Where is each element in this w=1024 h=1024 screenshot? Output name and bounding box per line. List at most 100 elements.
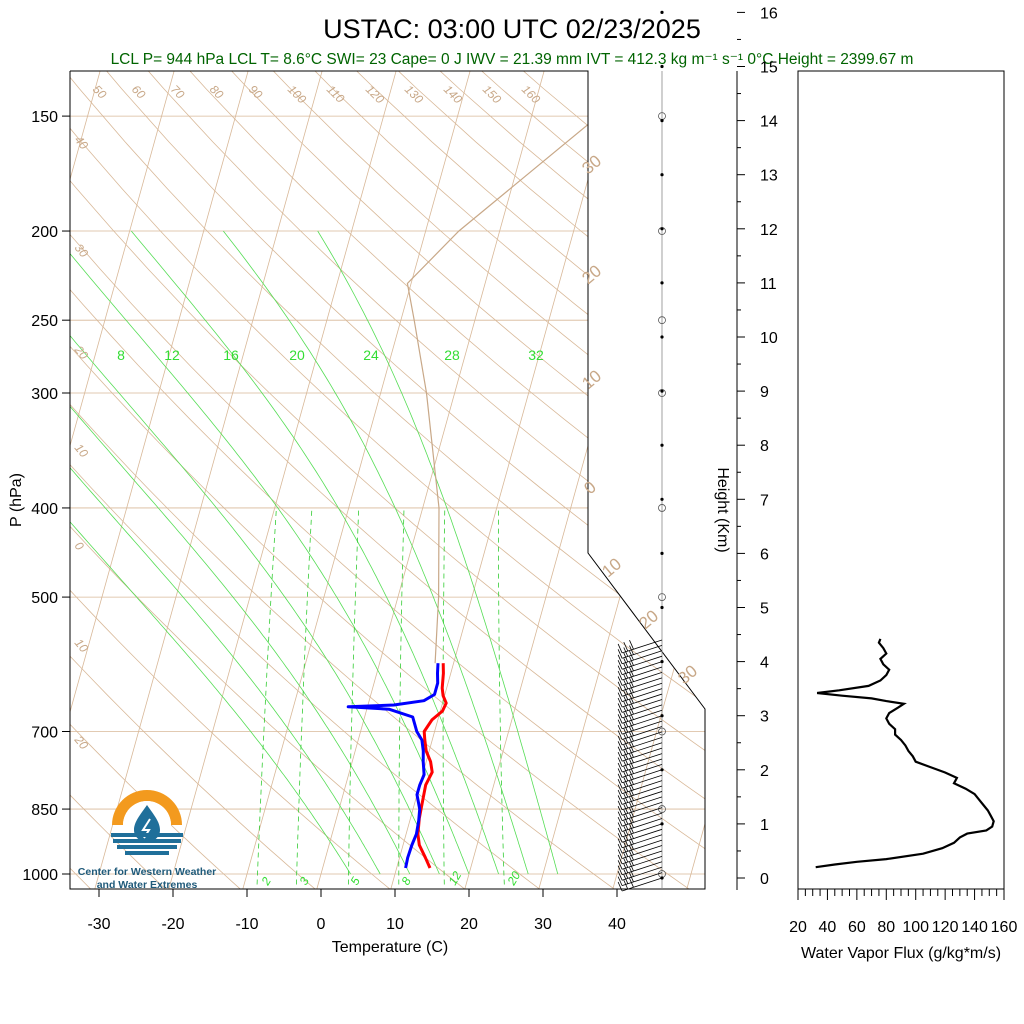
wind-barb-staff xyxy=(621,677,663,692)
wind-barb-flag xyxy=(623,679,629,690)
wind-barb-flag xyxy=(617,681,623,691)
wind-barb-staff xyxy=(621,764,663,778)
wind-barb-flag xyxy=(617,779,623,789)
wind-barb-flag xyxy=(623,658,629,668)
wind-barb-staff xyxy=(621,850,663,865)
wind-barb-flag xyxy=(617,849,623,859)
height-tick-label: 15 xyxy=(760,60,778,77)
wind-barb-flag xyxy=(623,685,629,695)
dry-adiabat-lines xyxy=(70,71,705,889)
dry-adiabat xyxy=(70,71,705,889)
wind-barb-staff xyxy=(621,818,663,832)
dry-adiabat-label: 80 xyxy=(207,82,227,102)
left-edge-label: 20 xyxy=(71,342,91,362)
moist-adiabat-label: 8 xyxy=(117,347,125,363)
isotherm-label: 20 xyxy=(578,261,605,288)
chart-title: USTAC: 03:00 UTC 02/23/2025 xyxy=(323,14,701,44)
wind-barb-flag xyxy=(617,735,623,746)
wind-barb-flag xyxy=(617,865,623,875)
dry-adiabat xyxy=(70,71,705,889)
moist-adiabat xyxy=(130,230,499,875)
wind-barb-flag xyxy=(629,759,634,769)
wind-barb-staff xyxy=(621,785,663,800)
height-tick-label: 12 xyxy=(760,222,778,239)
wind-barb-flag xyxy=(623,690,629,700)
isotherm-label: 30 xyxy=(578,151,605,178)
y-axis-label: P (hPa) xyxy=(8,473,25,527)
wind-barb-flag xyxy=(617,719,623,729)
logo-text-line2: and Water Extremes xyxy=(97,879,198,891)
dry-adiabat xyxy=(70,71,705,889)
dry-adiabat xyxy=(70,71,419,889)
wind-barb-flag xyxy=(629,661,634,672)
moist-adiabat-label: 16 xyxy=(223,347,239,363)
wind-barb-staff xyxy=(621,672,663,686)
wind-barb-staff xyxy=(621,655,663,670)
wind-barb-staff xyxy=(621,682,663,697)
left-edge-label: 10 xyxy=(72,441,92,460)
height-tick-label: 0 xyxy=(760,871,769,888)
height-tick-label: 5 xyxy=(760,601,769,618)
wind-barb-staff xyxy=(621,823,663,838)
wind-barb-flag xyxy=(623,733,629,744)
mixing-ratio-line xyxy=(256,507,277,889)
wind-barb-staff xyxy=(621,639,663,654)
isobar-lines xyxy=(70,115,705,875)
height-tick-label: 10 xyxy=(760,330,778,347)
mixing-ratio-label: 20 xyxy=(504,869,523,889)
wind-barb-staff xyxy=(621,666,663,681)
skew-t-axes: -30-20-100102030401001502002503004005007… xyxy=(22,109,626,933)
wind-barb-staff xyxy=(621,720,663,735)
wind-barb-flag xyxy=(617,746,623,756)
wind-barb-flag xyxy=(617,654,623,664)
wind-barb-flag xyxy=(623,668,629,679)
wind-level-dot xyxy=(660,551,664,556)
flux-x-tick-label: 100 xyxy=(902,919,929,936)
mixing-ratio-line xyxy=(398,507,405,889)
wind-barb-staff xyxy=(621,774,663,789)
wind-level-dot xyxy=(660,335,664,339)
wind-barb-staff xyxy=(621,731,663,746)
wind-barb-staff xyxy=(621,758,663,773)
wind-barb-flag xyxy=(617,871,623,881)
wind-barb-flag xyxy=(623,825,629,836)
wind-barb-flag xyxy=(623,760,629,771)
wind-barb-flag xyxy=(629,824,634,834)
dry-adiabat xyxy=(70,71,705,889)
left-edge-label: 10 xyxy=(72,636,92,655)
left-edge-label: 0 xyxy=(72,539,87,553)
mixing-ratio-label: 8 xyxy=(398,874,414,887)
wind-barb-staff xyxy=(621,709,663,724)
wind-barb-flag xyxy=(629,753,634,763)
wind-barb-column xyxy=(617,10,666,892)
mixing-ratio-line xyxy=(498,507,505,889)
dry-adiabat xyxy=(70,71,115,889)
wind-barb-staff xyxy=(621,742,663,757)
wind-level-dot xyxy=(660,443,664,447)
wind-barb-flag xyxy=(617,703,623,713)
wind-barb-flag xyxy=(617,697,623,708)
wind-barb-flag xyxy=(617,822,623,832)
flux-x-tick-label: 140 xyxy=(961,919,988,936)
isotherm-label: 10 xyxy=(578,366,605,393)
wind-barb-flag xyxy=(623,798,629,809)
wind-barb-flag xyxy=(629,861,634,872)
flux-x-tick-label: 20 xyxy=(789,919,807,936)
wind-barb-flag xyxy=(617,784,623,794)
logo-text-line1: Center for Western Weather xyxy=(78,866,216,878)
left-edge-label: 30 xyxy=(72,241,92,260)
dry-adiabat xyxy=(70,71,705,889)
flux-frame xyxy=(797,70,1005,890)
dry-adiabat-label: 60 xyxy=(129,82,149,102)
wind-barb-flag xyxy=(629,732,634,742)
dry-adiabat xyxy=(70,71,495,889)
wind-barb-flag xyxy=(623,815,629,825)
wind-level-dot xyxy=(660,227,664,231)
wind-barb-staff xyxy=(621,877,663,892)
dry-adiabat xyxy=(164,71,705,889)
cw3e-logo: Center for Western Weather and Water Ext… xyxy=(78,790,216,891)
isotherm-line xyxy=(606,71,705,889)
wind-barb-flag xyxy=(623,820,629,830)
wind-barb-staff xyxy=(621,650,663,665)
